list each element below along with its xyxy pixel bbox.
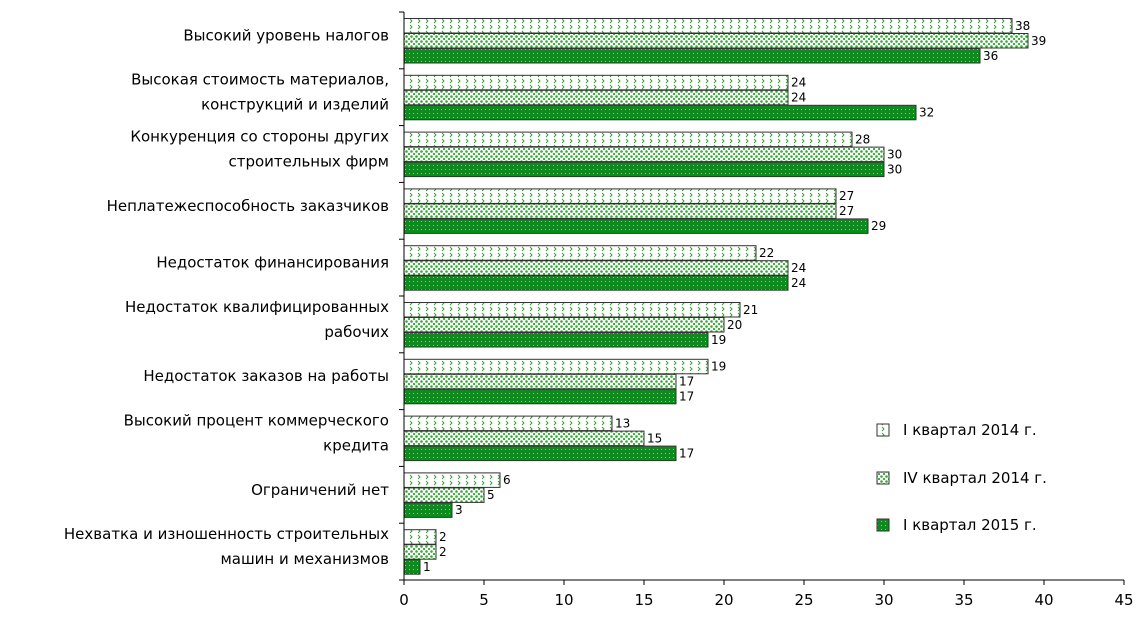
bar xyxy=(403,415,613,432)
bar xyxy=(403,544,437,560)
data-label: 38 xyxy=(1015,19,1030,33)
bar xyxy=(403,430,645,447)
data-label: 39 xyxy=(1031,34,1046,48)
bar xyxy=(403,146,885,163)
data-label: 32 xyxy=(919,106,934,120)
bar xyxy=(403,317,725,333)
data-label: 5 xyxy=(487,488,495,502)
category-label: Недостаток заказов на работы xyxy=(143,367,389,385)
x-tick-label: 45 xyxy=(1114,591,1133,609)
data-label: 2 xyxy=(439,530,447,544)
bar xyxy=(403,74,789,91)
data-label: 21 xyxy=(743,303,758,317)
legend: I квартал 2014 г. IV квартал 2014 г. I ква… xyxy=(876,421,1047,534)
category-label: Ограничений нет xyxy=(251,481,389,499)
data-label: 17 xyxy=(679,375,694,389)
legend-label: I квартал 2014 г. xyxy=(903,421,1037,439)
x-tick-label: 5 xyxy=(479,591,489,609)
bar xyxy=(403,131,853,148)
bar xyxy=(403,260,789,276)
data-label: 27 xyxy=(839,204,854,218)
category-label: Недостаток финансирования xyxy=(156,254,389,272)
bar xyxy=(403,104,917,121)
category-label: Высокий уровень налогов xyxy=(183,26,389,44)
data-label: 15 xyxy=(647,431,662,445)
data-label: 29 xyxy=(871,219,886,233)
bar xyxy=(403,472,501,488)
category-label: Недостаток квалифицированных рабочих xyxy=(125,298,389,341)
data-label: 2 xyxy=(439,545,447,559)
category-label: Неплатежеспособность заказчиков xyxy=(107,197,389,215)
legend-swatch xyxy=(876,423,890,437)
bar xyxy=(403,529,437,545)
bar xyxy=(403,487,485,503)
data-labels: 3824282722211913623924302724201715523632… xyxy=(423,19,1046,574)
bar xyxy=(403,275,789,291)
bar xyxy=(403,18,1013,34)
bar xyxy=(403,302,741,318)
axes: 0 5 10 15 20 25 30 35 40 45 xyxy=(399,11,1134,609)
bar xyxy=(403,89,789,106)
category-label: Нехватка и изношенность строительных маши… xyxy=(64,525,389,568)
data-label: 22 xyxy=(759,246,774,260)
data-label: 19 xyxy=(711,360,726,374)
category-label: Конкуренция со стороны других строительны… xyxy=(130,128,389,171)
x-tick-label: 10 xyxy=(554,591,573,609)
data-label: 36 xyxy=(983,49,998,63)
legend-label: I квартал 2015 г. xyxy=(903,516,1037,534)
x-tick-label: 25 xyxy=(794,591,813,609)
bar xyxy=(403,203,837,219)
category-label: Высокая стоимость материалов, конструкций… xyxy=(131,71,389,114)
data-label: 3 xyxy=(455,503,463,517)
data-label: 19 xyxy=(711,333,726,347)
bar xyxy=(403,33,1029,49)
data-label: 17 xyxy=(679,390,694,404)
data-label: 28 xyxy=(855,132,870,146)
bar xyxy=(403,373,677,390)
bar xyxy=(403,48,981,64)
data-label: 20 xyxy=(727,318,742,332)
data-label: 24 xyxy=(791,76,806,90)
data-label: 1 xyxy=(423,560,431,574)
bar xyxy=(403,218,869,234)
data-label: 27 xyxy=(839,189,854,203)
x-tick-label: 35 xyxy=(954,591,973,609)
legend-label: IV квартал 2014 г. xyxy=(903,469,1047,487)
x-tick-label: 30 xyxy=(874,591,893,609)
data-label: 13 xyxy=(615,416,630,430)
x-tick-label: 15 xyxy=(634,591,653,609)
data-label: 24 xyxy=(791,91,806,105)
category-label: Высокий процент коммерческого кредита xyxy=(124,412,389,455)
bar xyxy=(403,358,709,375)
data-label: 24 xyxy=(791,261,806,275)
x-tick-label: 0 xyxy=(399,591,409,609)
x-tick-label: 40 xyxy=(1034,591,1053,609)
bar xyxy=(403,245,757,261)
data-label: 30 xyxy=(887,162,902,176)
bar xyxy=(403,559,421,575)
x-tick-label: 20 xyxy=(714,591,733,609)
bars xyxy=(403,18,1029,575)
category-labels: Высокий уровень налогов Высокая стоимость… xyxy=(64,26,389,568)
bar xyxy=(403,445,677,462)
bar xyxy=(403,188,837,204)
data-label: 17 xyxy=(679,446,694,460)
data-label: 24 xyxy=(791,276,806,290)
legend-swatch xyxy=(876,518,890,532)
data-label: 30 xyxy=(887,147,902,161)
legend-swatch xyxy=(876,471,890,485)
data-label: 6 xyxy=(503,473,511,487)
bar xyxy=(403,332,709,348)
bar xyxy=(403,502,453,518)
bar xyxy=(403,388,677,405)
bar xyxy=(403,161,885,178)
